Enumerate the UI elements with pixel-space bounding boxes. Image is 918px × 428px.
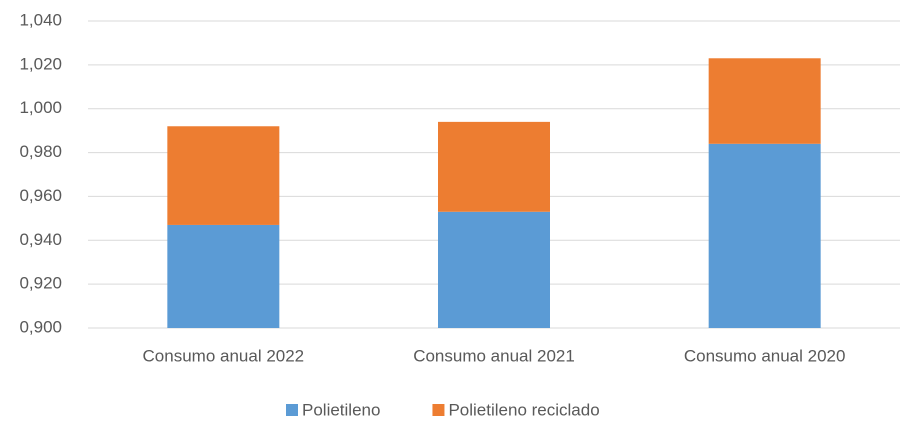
x-tick-label: Consumo anual 2020: [684, 346, 846, 365]
x-tick-label: Consumo anual 2022: [143, 346, 305, 365]
x-tick-label: Consumo anual 2021: [413, 346, 575, 365]
y-tick-label: 1,000: [19, 98, 62, 117]
y-tick-label: 0,980: [19, 142, 62, 161]
y-tick-label: 0,940: [19, 230, 62, 249]
y-tick-label: 0,920: [19, 274, 62, 293]
legend-swatch: [286, 404, 298, 416]
legend-label: Polietileno reciclado: [448, 400, 599, 419]
y-tick-label: 1,040: [19, 10, 62, 29]
bar-segment: [438, 121, 550, 212]
bar-segment: [167, 224, 280, 328]
bar-segment: [438, 211, 550, 328]
bar-segment: [708, 58, 821, 144]
y-tick-label: 0,900: [19, 317, 62, 336]
y-tick-label: 1,020: [19, 54, 62, 73]
bar-segment: [708, 143, 821, 328]
bar-segment: [167, 126, 280, 225]
legend-swatch: [432, 404, 445, 416]
legend-label: Polietileno: [302, 400, 380, 419]
y-tick-label: 0,960: [19, 186, 62, 205]
